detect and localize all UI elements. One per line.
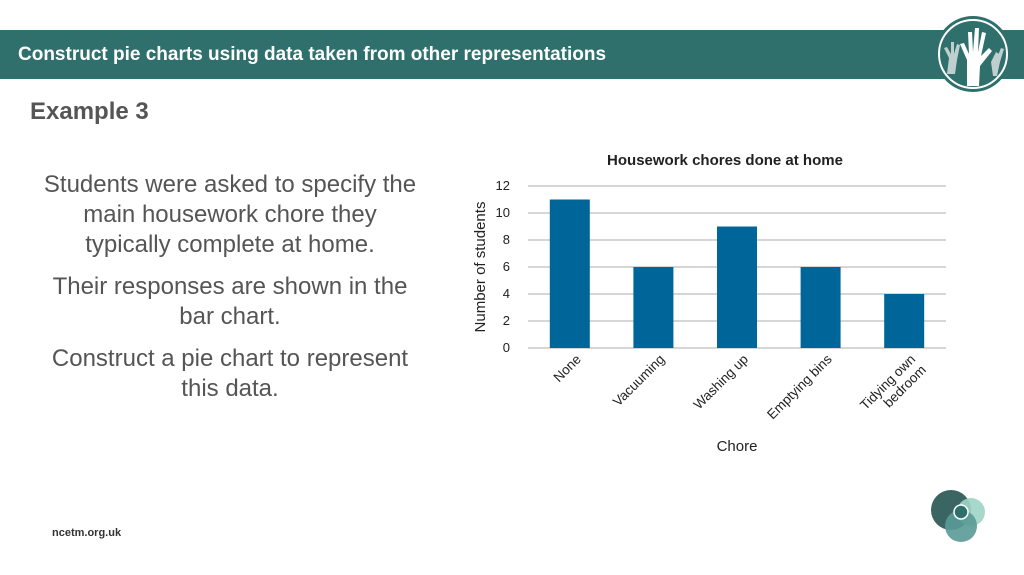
y-tick-label: 0 (503, 340, 510, 355)
y-axis-label: Number of students (472, 202, 489, 333)
x-tick-label: Tidying ownbedroom (857, 352, 929, 424)
chart-title: Housework chores done at home (607, 152, 843, 169)
example-heading: Example 3 (30, 98, 149, 125)
x-tick-label: None (550, 352, 583, 385)
bar (800, 267, 841, 348)
header-banner: Construct pie charts using data taken fr… (0, 30, 1024, 79)
page-title: Construct pie charts using data taken fr… (18, 44, 607, 65)
bar (549, 199, 590, 348)
instruction-paragraph: Their responses are shown in the bar cha… (52, 273, 408, 330)
bar (633, 267, 674, 348)
y-tick-label: 6 (503, 259, 510, 274)
y-tick-label: 12 (496, 178, 510, 193)
y-tick-label: 8 (503, 232, 510, 247)
bar-chart: Housework chores done at home 0 2 4 6 8 10 12 Nu… (472, 152, 946, 455)
y-tick-label: 2 (503, 313, 510, 328)
instructions: Students were asked to specify the main … (40, 170, 420, 416)
y-tick-label: 4 (503, 286, 510, 301)
y-tick-label: 10 (496, 205, 510, 220)
footer-site: ncetm.org.uk (52, 527, 122, 539)
bar (884, 294, 925, 348)
x-axis-label: Chore (717, 438, 758, 455)
ncetm-circles-icon (931, 490, 985, 542)
raised-hands-icon (935, 16, 1011, 92)
x-tick-label: Emptying bins (764, 351, 835, 422)
bar (717, 226, 757, 348)
x-tick-label: Vacuuming (610, 352, 668, 410)
x-tick-label: Washing up (690, 352, 751, 413)
instruction-paragraph: Students were asked to specify the main … (43, 171, 417, 258)
instruction-paragraph: Construct a pie chart to represent this … (51, 345, 409, 402)
